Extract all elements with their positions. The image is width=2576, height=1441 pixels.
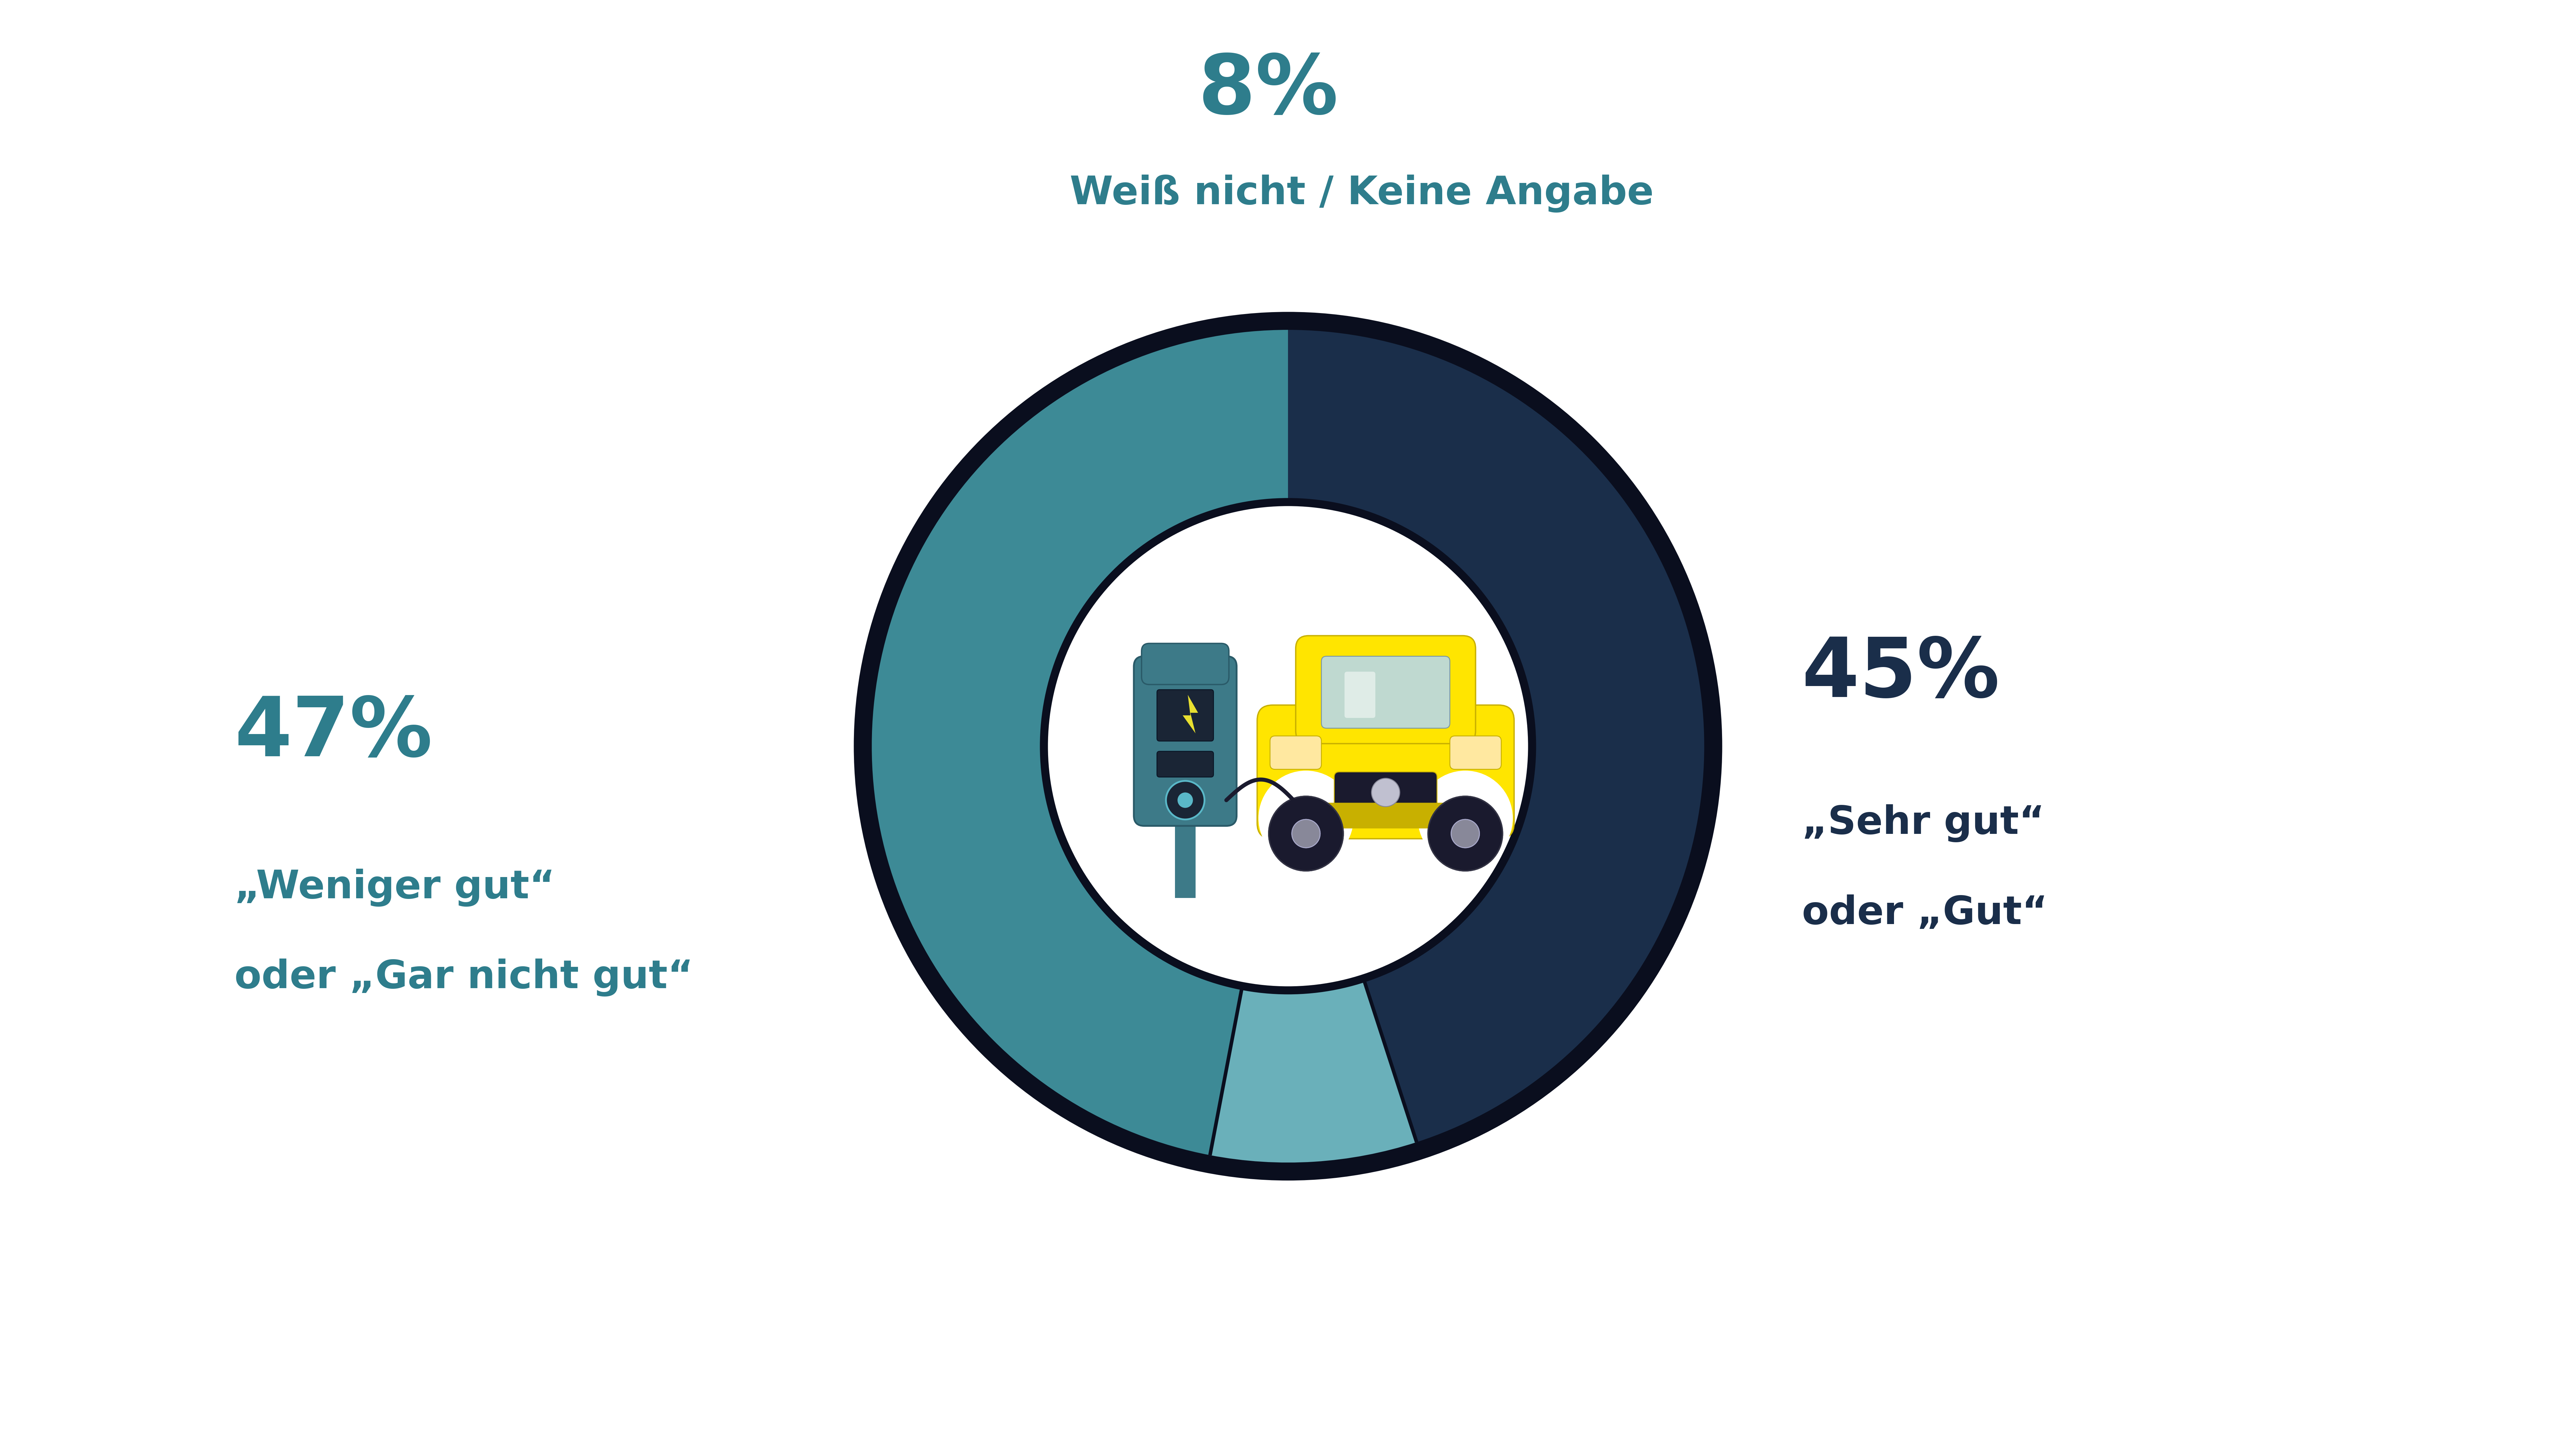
Text: „Weniger gut“: „Weniger gut“ — [234, 869, 556, 906]
Text: 8%: 8% — [1198, 50, 1340, 131]
Bar — [1175, 790, 1195, 898]
Circle shape — [1370, 778, 1399, 807]
Wedge shape — [1288, 330, 1705, 1143]
Circle shape — [1270, 797, 1342, 870]
Text: Weiß nicht / Keine Angabe: Weiß nicht / Keine Angabe — [1069, 174, 1654, 213]
Text: 45%: 45% — [1801, 634, 1999, 715]
FancyBboxPatch shape — [1296, 635, 1476, 744]
FancyBboxPatch shape — [1257, 705, 1515, 839]
Circle shape — [1167, 781, 1206, 820]
Circle shape — [1450, 820, 1479, 847]
Text: 47%: 47% — [234, 693, 433, 774]
FancyBboxPatch shape — [1288, 803, 1484, 829]
Text: „Sehr gut“: „Sehr gut“ — [1801, 804, 2045, 843]
FancyBboxPatch shape — [1345, 672, 1376, 718]
FancyBboxPatch shape — [1270, 736, 1321, 769]
FancyBboxPatch shape — [1157, 690, 1213, 741]
Text: oder „Gut“: oder „Gut“ — [1801, 895, 2048, 932]
Circle shape — [1427, 797, 1502, 870]
FancyBboxPatch shape — [1141, 643, 1229, 684]
Circle shape — [1291, 820, 1319, 847]
FancyBboxPatch shape — [1334, 772, 1437, 808]
FancyBboxPatch shape — [1133, 656, 1236, 826]
Circle shape — [1177, 793, 1193, 808]
Circle shape — [853, 311, 1723, 1180]
Wedge shape — [871, 330, 1288, 1156]
FancyBboxPatch shape — [1450, 736, 1502, 769]
Circle shape — [1270, 797, 1342, 870]
Circle shape — [1260, 771, 1352, 866]
FancyBboxPatch shape — [1157, 751, 1213, 777]
Wedge shape — [1211, 978, 1417, 1163]
Circle shape — [1417, 771, 1512, 866]
Text: oder „Gar nicht gut“: oder „Gar nicht gut“ — [234, 958, 693, 997]
Polygon shape — [1182, 695, 1198, 733]
Circle shape — [1427, 797, 1502, 870]
Circle shape — [1291, 820, 1319, 847]
FancyBboxPatch shape — [1321, 656, 1450, 728]
Circle shape — [1450, 820, 1479, 847]
Circle shape — [1043, 501, 1533, 990]
